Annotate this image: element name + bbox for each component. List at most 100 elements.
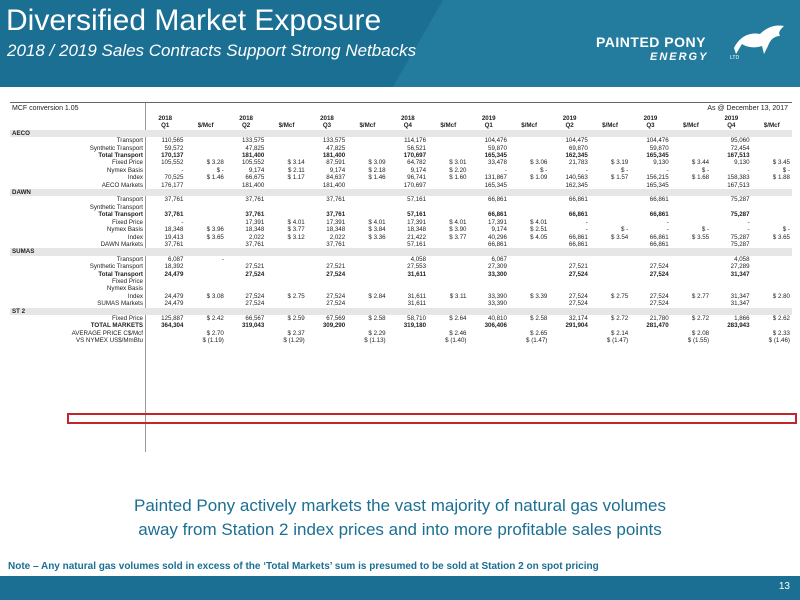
- table-cell: [590, 219, 630, 226]
- table-cell: [428, 263, 468, 270]
- table-cell: 31,611: [407, 292, 427, 300]
- table-cell: [752, 285, 792, 292]
- table-cell: 283,943: [727, 322, 750, 330]
- table-row: Nymex Basis: [10, 285, 792, 292]
- table-cell: 18,348: [245, 226, 265, 234]
- table-cell: [469, 278, 509, 285]
- table-row: AVERAGE PRICE C$/Mcf $ 2.70 $ 2.37 $ 2.29 $ …: [10, 330, 792, 337]
- table-cell: [226, 285, 266, 292]
- table-cell: [671, 152, 711, 159]
- horse-logo-icon: [734, 25, 784, 54]
- column-header: [10, 115, 145, 122]
- table-row: Total Transport 24,479 27,524 27,524 31,611 3…: [10, 271, 792, 278]
- table-cell: $ -: [216, 166, 224, 174]
- table-cell: $ 3.14: [287, 159, 305, 167]
- table-cell: [590, 145, 630, 152]
- row-label: SUMAS Markets: [97, 300, 143, 308]
- table-cell: [185, 271, 225, 278]
- table-cell: 319,180: [403, 322, 427, 330]
- table-cell: 69,870: [568, 144, 588, 152]
- table-cell: $ 1.57: [611, 174, 629, 182]
- table-cell: 27,524: [649, 270, 669, 278]
- table-cell: [347, 322, 387, 329]
- table-cell: [752, 219, 792, 226]
- table-cell: [347, 256, 387, 263]
- table-row: Nymex Basis 18,348 $ 3.96 18,348 $ 3.77 18,34…: [10, 226, 792, 233]
- table-cell: [671, 271, 711, 278]
- table-cell: [185, 152, 225, 159]
- page-subtitle: 2018 / 2019 Sales Contracts Support Stro…: [7, 41, 417, 60]
- table-cell: 104,475: [565, 137, 588, 145]
- table-cell: 18,348: [407, 226, 427, 234]
- table-cell: [671, 204, 711, 211]
- table-cell: [266, 211, 306, 218]
- table-cell: [549, 204, 589, 211]
- column-header: Q3: [646, 122, 655, 130]
- table-cell: $ 3.77: [287, 226, 305, 234]
- table-cell: 104,476: [646, 137, 669, 145]
- table-cell: [549, 330, 589, 337]
- table-cell: 27,524: [568, 270, 588, 278]
- table-cell: $ 2.37: [287, 329, 305, 337]
- table-cell: 31,347: [730, 270, 750, 278]
- table-cell: 18,348: [164, 226, 184, 234]
- table-cell: -: [747, 166, 750, 174]
- table-cell: [590, 285, 630, 292]
- table-cell: [671, 182, 711, 189]
- row-label: Index: [127, 174, 143, 182]
- table-cell: 66,861: [649, 211, 669, 219]
- table-cell: 27,521: [245, 263, 265, 271]
- table-cell: [266, 322, 306, 329]
- table-cell: [590, 300, 630, 307]
- section-label: AECO: [10, 129, 792, 138]
- table-cell: [185, 278, 225, 285]
- table-cell: 37,761: [326, 196, 346, 204]
- column-header: [428, 115, 468, 122]
- table-cell: [671, 300, 711, 307]
- row-label: Nymex Basis: [106, 166, 143, 174]
- table-cell: 170,137: [161, 152, 184, 160]
- column-header: 2019: [481, 115, 496, 122]
- column-header: Q1: [484, 122, 493, 130]
- table-cell: [428, 271, 468, 278]
- table-cell: 66,861: [488, 240, 507, 248]
- table-cell: $ (1.19): [202, 337, 224, 345]
- table-cell: [347, 145, 387, 152]
- row-label: Total Transport: [98, 270, 143, 278]
- table-cell: 9,174: [329, 166, 346, 174]
- table-cell: $ 3.77: [449, 233, 467, 241]
- table-cell: $ 3.36: [368, 233, 386, 241]
- table-cell: [428, 256, 468, 263]
- table-cell: [266, 145, 306, 152]
- column-header: Q4: [727, 122, 736, 130]
- table-cell: [266, 204, 306, 211]
- table-cell: $ (1.47): [606, 337, 629, 345]
- column-header: $/Mcf: [602, 122, 618, 130]
- table-cell: [266, 256, 306, 263]
- table-cell: [711, 330, 751, 337]
- table-cell: [711, 204, 751, 211]
- table-cell: [469, 204, 509, 211]
- table-cell: [509, 211, 549, 218]
- table-cell: -: [747, 218, 750, 226]
- table-cell: $ 3.11: [449, 292, 467, 300]
- table-cell: [428, 152, 468, 159]
- column-header: Q2: [565, 122, 574, 130]
- table-cell: 27,524: [245, 292, 265, 300]
- column-header: $/Mcf: [197, 122, 214, 130]
- table-cell: 176,177: [161, 181, 184, 189]
- table-cell: $ 3.08: [206, 292, 224, 300]
- table-cell: 72,454: [730, 144, 750, 152]
- table-cell: 17,391: [407, 218, 427, 226]
- table-cell: 27,521: [568, 263, 588, 271]
- table-cell: [752, 278, 792, 285]
- table-cell: [590, 211, 630, 218]
- table-cell: 31,611: [407, 270, 427, 278]
- table-cell: 4,058: [410, 255, 427, 263]
- table-cell: [752, 204, 792, 211]
- table-cell: 1,866: [734, 314, 750, 322]
- table-cell: $ 2.65: [530, 329, 548, 337]
- table-cell: $ 2.58: [530, 314, 548, 322]
- table-row: Index 70,525 $ 1.46 66,675 $ 1.17 84,637 $ 1.4…: [10, 174, 792, 181]
- table-cell: 57,161: [407, 240, 427, 248]
